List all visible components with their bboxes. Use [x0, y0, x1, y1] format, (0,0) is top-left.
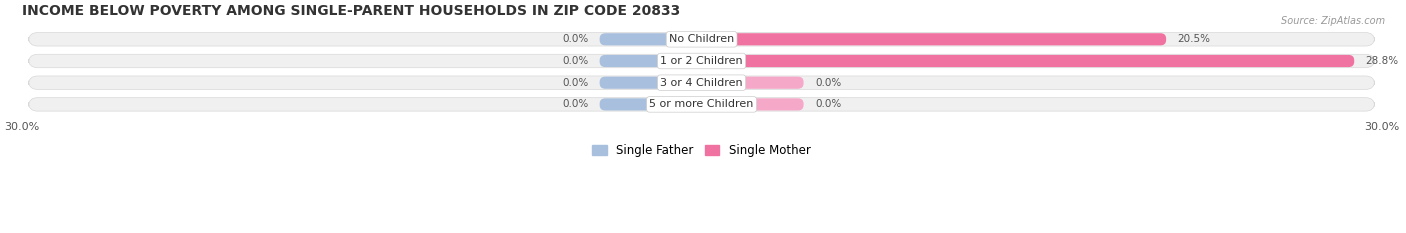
Text: 0.0%: 0.0% [562, 99, 588, 110]
Text: 0.0%: 0.0% [562, 56, 588, 66]
FancyBboxPatch shape [28, 76, 1375, 89]
Text: 0.0%: 0.0% [815, 78, 841, 88]
FancyBboxPatch shape [599, 55, 702, 67]
FancyBboxPatch shape [702, 33, 1166, 45]
Text: 3 or 4 Children: 3 or 4 Children [661, 78, 742, 88]
FancyBboxPatch shape [702, 77, 804, 89]
FancyBboxPatch shape [702, 98, 804, 110]
Text: 20.5%: 20.5% [1177, 34, 1211, 44]
Text: 1 or 2 Children: 1 or 2 Children [661, 56, 742, 66]
FancyBboxPatch shape [702, 55, 1354, 67]
FancyBboxPatch shape [28, 98, 1375, 111]
FancyBboxPatch shape [28, 33, 1375, 46]
Text: 0.0%: 0.0% [815, 99, 841, 110]
Text: 28.8%: 28.8% [1365, 56, 1399, 66]
Legend: Single Father, Single Mother: Single Father, Single Mother [588, 139, 815, 162]
Text: INCOME BELOW POVERTY AMONG SINGLE-PARENT HOUSEHOLDS IN ZIP CODE 20833: INCOME BELOW POVERTY AMONG SINGLE-PARENT… [21, 4, 681, 18]
FancyBboxPatch shape [599, 77, 702, 89]
Text: 5 or more Children: 5 or more Children [650, 99, 754, 110]
Text: 0.0%: 0.0% [562, 34, 588, 44]
FancyBboxPatch shape [599, 98, 702, 110]
FancyBboxPatch shape [28, 54, 1375, 68]
Text: Source: ZipAtlas.com: Source: ZipAtlas.com [1281, 16, 1385, 26]
Text: No Children: No Children [669, 34, 734, 44]
Text: 0.0%: 0.0% [562, 78, 588, 88]
FancyBboxPatch shape [599, 33, 702, 45]
